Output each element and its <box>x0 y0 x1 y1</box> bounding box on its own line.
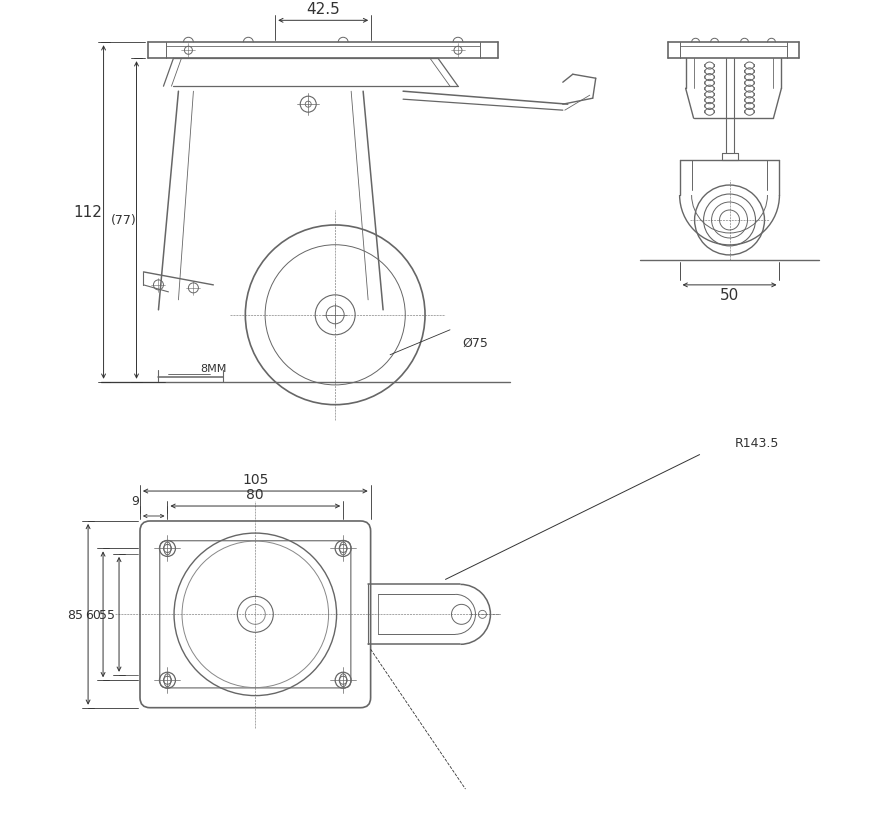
Text: 112: 112 <box>73 206 102 220</box>
Text: 55: 55 <box>99 608 115 621</box>
Text: Ø75: Ø75 <box>462 336 488 349</box>
Text: 85: 85 <box>67 608 83 621</box>
Text: (77): (77) <box>110 215 136 227</box>
Text: 9: 9 <box>131 494 139 507</box>
Text: 50: 50 <box>720 288 740 303</box>
Text: 60: 60 <box>85 608 101 621</box>
Text: 80: 80 <box>247 487 264 501</box>
Text: R143.5: R143.5 <box>734 437 779 450</box>
Text: 8MM: 8MM <box>200 364 227 373</box>
Text: 42.5: 42.5 <box>306 2 340 17</box>
Text: 105: 105 <box>242 473 269 486</box>
